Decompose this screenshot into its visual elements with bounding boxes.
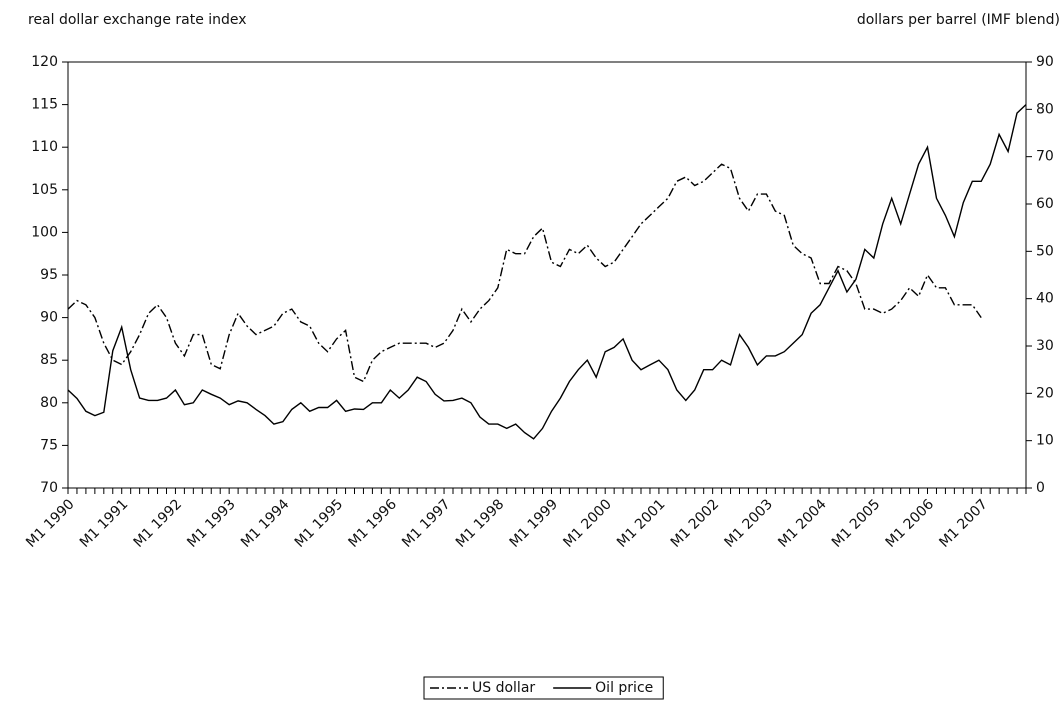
x-tick-label: M1 1990 <box>23 496 78 551</box>
y2-axis-title: dollars per barrel (IMF blend) <box>857 12 1060 28</box>
y-tick-label: 85 <box>40 352 58 368</box>
legend-label: Oil price <box>595 680 653 696</box>
y-tick-label: 110 <box>31 139 58 155</box>
y-tick-label: 75 <box>40 437 58 453</box>
plot-frame <box>67 61 1027 489</box>
y-tick-label: 120 <box>31 54 58 70</box>
y2-tick-label: 10 <box>1036 433 1054 449</box>
y2-tick-label: 80 <box>1036 101 1054 117</box>
x-tick-label: M1 2007 <box>936 496 991 551</box>
x-tick-label: M1 2006 <box>883 496 938 551</box>
x-tick-label: M1 1998 <box>453 496 508 551</box>
y2-tick-label: 30 <box>1036 338 1054 354</box>
x-tick-label: M1 1994 <box>238 496 293 551</box>
y2-tick-label: 60 <box>1036 196 1054 212</box>
y2-tick-label: 20 <box>1036 385 1054 401</box>
x-tick-label: M1 1992 <box>131 496 186 551</box>
x-tick-label: M1 2003 <box>722 496 777 551</box>
legend-box <box>423 676 664 700</box>
x-tick-label: M1 1997 <box>399 496 454 551</box>
y2-tick-label: 0 <box>1036 480 1045 496</box>
x-tick-label: M1 2002 <box>668 496 723 551</box>
x-tick-label: M1 1995 <box>292 496 347 551</box>
y-tick-label: 70 <box>40 480 58 496</box>
y2-tick-label: 40 <box>1036 291 1054 307</box>
x-tick-label: M1 1991 <box>77 496 132 551</box>
y2-tick-label: 70 <box>1036 149 1054 165</box>
x-tick-label: M1 1999 <box>507 496 562 551</box>
x-tick-label: M1 2004 <box>775 496 830 551</box>
y-tick-label: 105 <box>31 182 58 198</box>
y2-tick-label: 50 <box>1036 243 1054 259</box>
y-tick-label: 100 <box>31 224 58 240</box>
series-line <box>67 163 982 383</box>
legend-label: US dollar <box>472 680 535 696</box>
series-line <box>67 104 1027 440</box>
y-tick-label: 115 <box>31 97 58 113</box>
y-tick-label: 90 <box>40 310 58 326</box>
x-tick-label: M1 1996 <box>345 496 400 551</box>
y-axis-title: real dollar exchange rate index <box>28 12 247 28</box>
x-tick-label: M1 2001 <box>614 496 669 551</box>
x-tick-label: M1 2000 <box>560 496 615 551</box>
y-tick-label: 95 <box>40 267 58 283</box>
y-tick-label: 80 <box>40 395 58 411</box>
y2-tick-label: 90 <box>1036 54 1054 70</box>
x-tick-label: M1 1993 <box>184 496 239 551</box>
x-tick-label: M1 2005 <box>829 496 884 551</box>
